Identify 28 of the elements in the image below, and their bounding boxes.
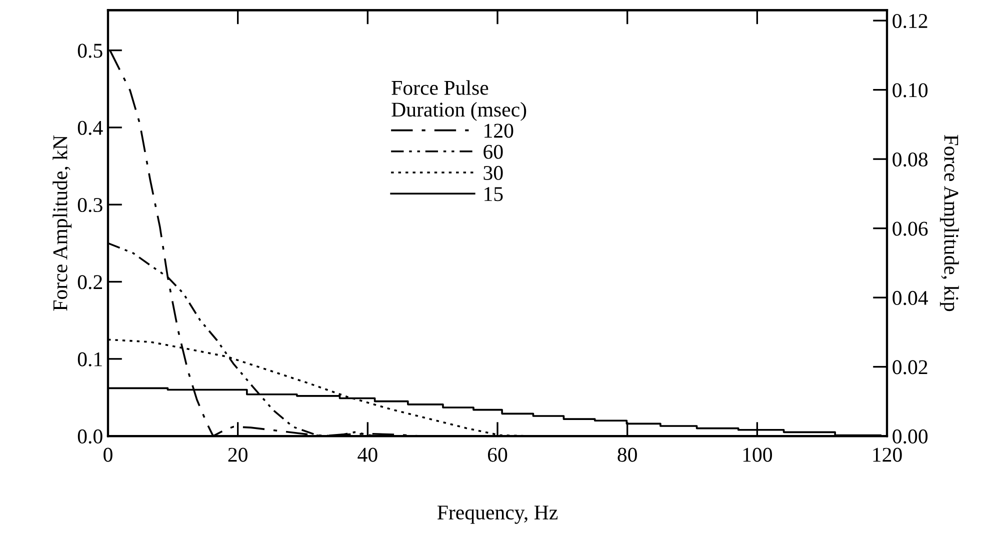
y-tick-label: 0.4	[78, 120, 103, 135]
y2-tick-label: 0.00	[892, 429, 928, 444]
y-tick-label: 0.3	[78, 198, 102, 212]
y2-tick-label: 0.04	[892, 290, 928, 306]
y2-axis-title: Force Amplitude, kip	[940, 134, 959, 312]
legend-label: 120	[484, 124, 514, 138]
y-tick-label: 0.0	[78, 429, 102, 444]
x-tick-label: 60	[488, 448, 508, 462]
legend-label: 15	[484, 187, 503, 202]
y2-tick-label: 0.08	[892, 152, 928, 167]
x-tick-label: 40	[358, 448, 378, 462]
y-tick-label: 0.2	[78, 275, 102, 290]
y-axis-title: Force Amplitude, kN	[52, 135, 72, 311]
y2-tick-label: 0.06	[892, 222, 928, 236]
x-tick-label: 80	[618, 448, 637, 462]
y2-tick-label: 0.02	[892, 360, 928, 374]
x-tick-label: 100	[743, 448, 772, 462]
y-tick-label: 0.1	[78, 352, 102, 366]
legend-label: 60	[484, 144, 503, 159]
legend-title: Force Pulse Duration (msec)	[392, 80, 526, 121]
x-tick-label: 20	[228, 448, 248, 462]
x-axis-title: Frequency, Hz	[437, 506, 558, 524]
y2-tick-label: 0.12	[892, 14, 928, 28]
legend-label: 30	[484, 166, 503, 180]
x-tick-label: 0	[104, 448, 112, 462]
y2-tick-label: 0.10	[892, 83, 928, 98]
y-tick-label: 0.5	[78, 44, 102, 58]
x-tick-label: 120	[873, 448, 902, 462]
